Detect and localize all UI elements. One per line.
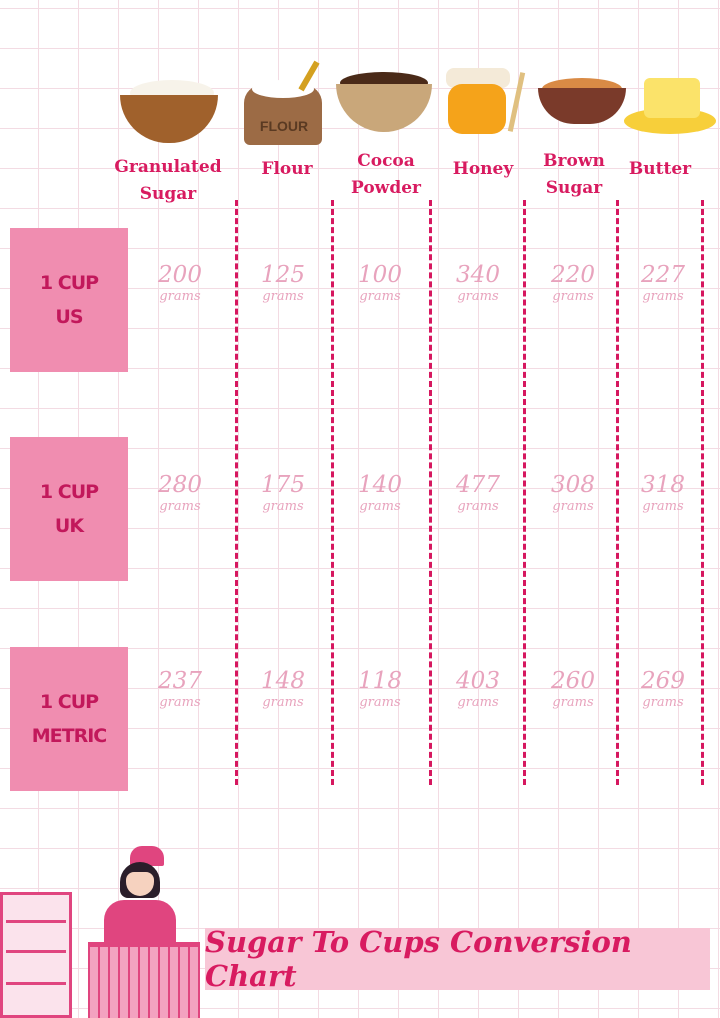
column-divider: [616, 200, 619, 785]
header-line: Sugar: [139, 184, 197, 204]
header-butter: Butter: [605, 156, 715, 183]
value-cell: 140 grams: [332, 472, 428, 516]
value-unit: grams: [457, 695, 499, 710]
value-number: 237: [158, 668, 202, 694]
value-number: 280: [158, 472, 202, 498]
header-cocoa-powder: Cocoa Powder: [331, 148, 441, 202]
row-label-line: 1 CUP: [39, 691, 99, 713]
header-flour: Flour: [232, 156, 342, 183]
value-unit: grams: [552, 695, 594, 710]
value-cell: 148 grams: [235, 668, 331, 712]
column-divider: [331, 200, 334, 785]
value-cell: 318 grams: [615, 472, 711, 516]
value-number: 220: [551, 262, 595, 288]
value-unit: grams: [642, 289, 684, 304]
value-number: 227: [641, 262, 685, 288]
value-number: 140: [358, 472, 402, 498]
value-cell: 220 grams: [525, 262, 621, 306]
header-line: Powder: [351, 178, 421, 198]
header-line: Flour: [261, 159, 313, 179]
value-number: 175: [261, 472, 305, 498]
value-cell: 340 grams: [430, 262, 526, 306]
value-cell: 280 grams: [132, 472, 228, 516]
column-divider: [429, 200, 432, 785]
header-granulated-sugar: Granulated Sugar: [113, 154, 223, 208]
header-honey: Honey: [428, 156, 538, 183]
row-label-line: METRIC: [31, 725, 107, 747]
value-number: 269: [641, 668, 685, 694]
value-number: 340: [456, 262, 500, 288]
value-unit: grams: [262, 289, 304, 304]
row-label-us: 1 CUP US: [10, 228, 128, 372]
value-unit: grams: [262, 695, 304, 710]
value-number: 318: [641, 472, 685, 498]
row-label-metric: 1 CUP METRIC: [10, 647, 128, 791]
value-cell: 403 grams: [430, 668, 526, 712]
display-shelf: [0, 892, 72, 1018]
flour-sack-label: FLOUR: [259, 118, 309, 134]
value-number: 260: [551, 668, 595, 694]
value-cell: 200 grams: [132, 262, 228, 306]
column-divider: [701, 200, 704, 785]
row-label-line: UK: [54, 515, 84, 537]
row-label-line: 1 CUP: [39, 272, 99, 294]
column-divider: [523, 200, 526, 785]
value-number: 118: [358, 668, 402, 694]
value-number: 200: [158, 262, 202, 288]
value-unit: grams: [457, 499, 499, 514]
value-number: 308: [551, 472, 595, 498]
header-line: Brown: [543, 151, 605, 171]
value-unit: grams: [359, 289, 401, 304]
value-unit: grams: [552, 289, 594, 304]
value-number: 100: [358, 262, 402, 288]
value-number: 125: [261, 262, 305, 288]
chart-title: Sugar To Cups Conversion Chart: [205, 925, 632, 993]
value-cell: 227 grams: [615, 262, 711, 306]
value-unit: grams: [552, 499, 594, 514]
value-cell: 125 grams: [235, 262, 331, 306]
header-line: Honey: [452, 159, 514, 179]
header-line: Butter: [628, 159, 692, 179]
value-cell: 175 grams: [235, 472, 331, 516]
header-line: Sugar: [545, 178, 603, 198]
value-cell: 100 grams: [332, 262, 428, 306]
column-divider: [235, 200, 238, 785]
value-number: 477: [456, 472, 500, 498]
value-unit: grams: [457, 289, 499, 304]
value-unit: grams: [359, 695, 401, 710]
value-cell: 237 grams: [132, 668, 228, 712]
value-unit: grams: [359, 499, 401, 514]
row-label-uk: 1 CUP UK: [10, 437, 128, 581]
header-line: Cocoa: [357, 151, 415, 171]
value-unit: grams: [159, 499, 201, 514]
header-brown-sugar: Brown Sugar: [519, 148, 629, 202]
value-unit: grams: [262, 499, 304, 514]
value-number: 403: [456, 668, 500, 694]
value-cell: 260 grams: [525, 668, 621, 712]
value-cell: 308 grams: [525, 472, 621, 516]
chart-title-banner: Sugar To Cups Conversion Chart: [205, 925, 710, 993]
value-cell: 118 grams: [332, 668, 428, 712]
value-number: 148: [261, 668, 305, 694]
value-unit: grams: [159, 695, 201, 710]
value-unit: grams: [642, 499, 684, 514]
value-unit: grams: [159, 289, 201, 304]
header-line: Granulated: [114, 157, 222, 177]
value-unit: grams: [642, 695, 684, 710]
value-cell: 269 grams: [615, 668, 711, 712]
row-label-line: US: [55, 306, 83, 328]
row-label-line: 1 CUP: [39, 481, 99, 503]
counter: [88, 942, 200, 1018]
value-cell: 477 grams: [430, 472, 526, 516]
